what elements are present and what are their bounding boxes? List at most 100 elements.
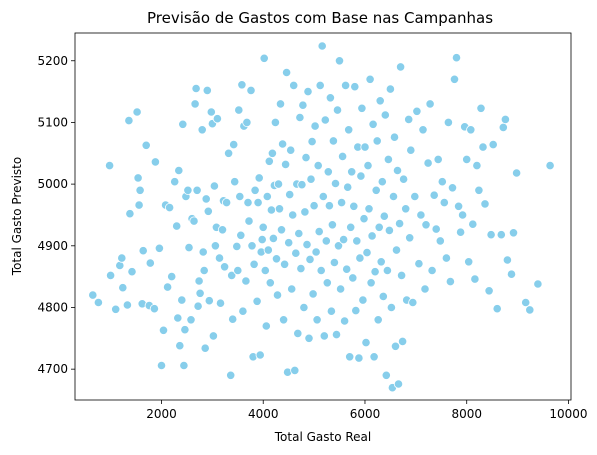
data-point bbox=[308, 289, 318, 299]
data-point bbox=[300, 207, 310, 217]
data-point bbox=[265, 278, 275, 288]
data-point bbox=[410, 191, 420, 202]
plot-frame bbox=[74, 32, 572, 401]
data-point bbox=[93, 297, 104, 308]
data-point bbox=[175, 341, 185, 351]
data-point bbox=[259, 53, 269, 63]
data-point bbox=[285, 190, 295, 200]
data-point bbox=[431, 224, 441, 234]
data-point bbox=[404, 114, 414, 125]
data-point bbox=[320, 115, 330, 125]
data-point bbox=[238, 306, 248, 316]
data-point bbox=[195, 288, 205, 298]
data-point bbox=[192, 185, 202, 195]
data-point bbox=[423, 158, 433, 168]
y-tick-label: 5000 bbox=[37, 177, 68, 191]
data-point bbox=[215, 298, 226, 308]
data-point bbox=[210, 241, 220, 251]
data-point bbox=[165, 203, 175, 213]
data-point bbox=[156, 360, 167, 371]
data-point bbox=[447, 183, 458, 193]
data-point bbox=[441, 253, 451, 263]
data-point bbox=[511, 168, 522, 178]
data-point bbox=[317, 41, 327, 51]
data-point bbox=[235, 191, 245, 202]
data-point bbox=[496, 230, 506, 240]
y-axis: 4700 4800 4900 5000 5100 5200 bbox=[37, 54, 75, 376]
data-point bbox=[257, 235, 267, 245]
data-point bbox=[268, 233, 278, 243]
data-point bbox=[343, 182, 353, 192]
data-point bbox=[435, 236, 445, 246]
data-point bbox=[177, 295, 187, 305]
data-point bbox=[111, 304, 121, 314]
data-point bbox=[125, 209, 135, 219]
data-point bbox=[190, 99, 200, 109]
data-point bbox=[331, 329, 342, 340]
data-point bbox=[364, 204, 374, 214]
data-point bbox=[445, 276, 455, 287]
data-point bbox=[224, 148, 234, 158]
data-point bbox=[386, 302, 396, 313]
data-point bbox=[236, 230, 246, 240]
data-point bbox=[307, 137, 317, 147]
data-point bbox=[124, 116, 134, 126]
data-point bbox=[274, 204, 285, 214]
data-point bbox=[167, 271, 177, 282]
data-point bbox=[313, 161, 323, 171]
data-point bbox=[255, 350, 265, 360]
data-point bbox=[416, 210, 426, 220]
data-point bbox=[373, 315, 383, 325]
data-point bbox=[346, 222, 356, 232]
y-tick-label: 5200 bbox=[37, 54, 68, 68]
data-point bbox=[284, 238, 294, 248]
data-point bbox=[397, 336, 408, 346]
data-point bbox=[478, 142, 488, 152]
data-point bbox=[253, 198, 263, 208]
data-point bbox=[306, 174, 316, 184]
data-point bbox=[263, 245, 273, 255]
data-point bbox=[329, 257, 339, 268]
data-point bbox=[277, 139, 288, 149]
data-point bbox=[354, 353, 364, 363]
data-point bbox=[106, 270, 116, 280]
data-point bbox=[226, 370, 236, 380]
data-point bbox=[179, 360, 189, 371]
data-point bbox=[480, 199, 490, 209]
data-point bbox=[258, 222, 268, 232]
data-point bbox=[247, 241, 257, 251]
data-point bbox=[405, 233, 415, 243]
chart-title: Previsão de Gastos com Base nas Campanha… bbox=[147, 9, 493, 27]
data-point bbox=[288, 210, 298, 220]
data-point bbox=[296, 263, 306, 274]
data-point bbox=[201, 194, 211, 204]
data-point bbox=[388, 191, 399, 202]
data-point bbox=[199, 265, 209, 276]
data-point bbox=[500, 114, 510, 125]
data-point bbox=[318, 191, 328, 202]
data-point bbox=[294, 228, 304, 239]
y-tick-label: 4700 bbox=[37, 362, 68, 376]
data-point bbox=[183, 185, 193, 195]
data-point bbox=[145, 258, 155, 268]
data-point bbox=[472, 161, 482, 171]
data-point bbox=[189, 216, 199, 226]
data-point bbox=[212, 114, 222, 124]
data-point bbox=[154, 243, 164, 253]
data-point bbox=[222, 198, 232, 208]
data-point bbox=[316, 265, 326, 276]
data-point bbox=[345, 352, 355, 362]
data-point bbox=[200, 343, 210, 353]
data-point bbox=[326, 306, 336, 316]
data-point bbox=[305, 254, 315, 264]
data-point bbox=[361, 337, 371, 348]
data-point bbox=[455, 227, 466, 237]
data-point bbox=[393, 379, 404, 389]
data-point bbox=[117, 253, 127, 263]
data-point bbox=[261, 321, 271, 331]
data-point bbox=[193, 301, 203, 311]
data-point bbox=[433, 154, 443, 164]
data-point bbox=[270, 117, 280, 128]
data-point bbox=[360, 142, 370, 152]
data-point bbox=[498, 122, 508, 133]
